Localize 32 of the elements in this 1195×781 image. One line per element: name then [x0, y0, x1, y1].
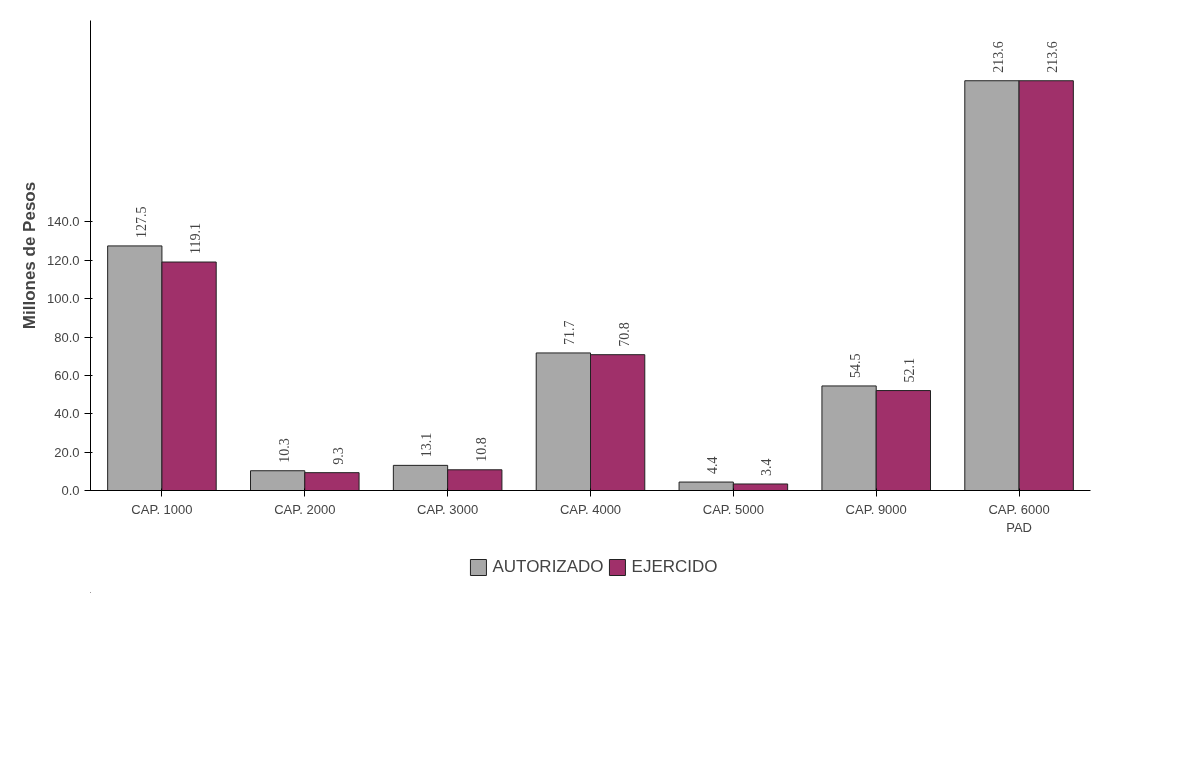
data-label: 71.7: [562, 320, 578, 345]
y-tick-label: 120.0: [46, 252, 80, 268]
y-tick-label: 0.0: [61, 483, 80, 498]
y-tick-label: 20.0: [54, 444, 80, 460]
y-tick-label: 100.0: [46, 291, 80, 307]
data-label: 127.5: [133, 206, 149, 238]
data-label: 10.3: [276, 438, 292, 463]
data-label: 4.4: [705, 456, 721, 475]
data-label: 10.8: [473, 437, 489, 462]
y-tick-label: 80.0: [54, 329, 80, 345]
x-tick-label: CAP. 5000: [702, 501, 764, 517]
data-label: 119.1: [188, 223, 204, 255]
x-tick-label: CAP. 9000: [845, 501, 907, 517]
data-label: 54.5: [848, 353, 864, 378]
x-tick-label: CAP. 2000: [274, 501, 336, 517]
data-label: 52.1: [902, 358, 918, 383]
data-label: 213.6: [990, 41, 1006, 73]
y-tick-label: 140.0: [46, 214, 80, 230]
data-label: 70.8: [616, 322, 632, 347]
y-axis-title: Millones de Pesos: [19, 181, 39, 330]
data-label: 9.3: [330, 447, 346, 465]
x-tick-label: CAP. 3000: [417, 501, 479, 517]
legend-label: EJERCIDO: [631, 557, 718, 577]
x-tick-label: CAP. 1000: [131, 501, 193, 517]
data-label: 3.4: [759, 458, 775, 476]
x-tick-label: CAP. 4000: [559, 501, 622, 517]
data-label: 213.6: [1045, 41, 1061, 73]
legend-label: AUTORIZADO: [492, 557, 604, 577]
data-label: 13.1: [419, 432, 435, 458]
x-tick-label: CAP. 6000 PAD: [988, 501, 1050, 535]
y-tick-label: 60.0: [54, 367, 80, 383]
y-tick-label: 40.0: [54, 406, 80, 422]
